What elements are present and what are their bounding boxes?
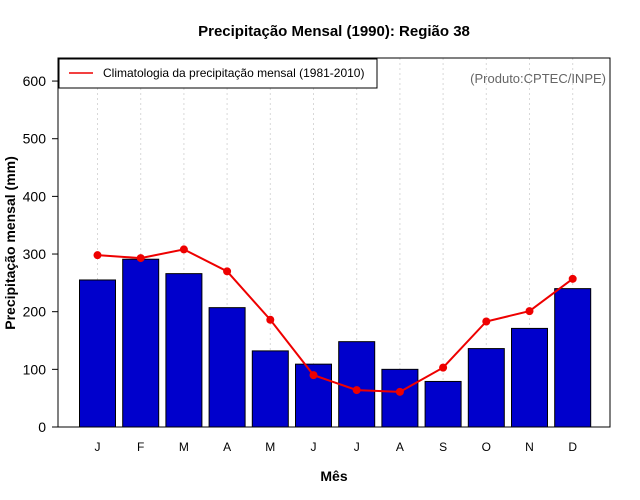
bar-1 xyxy=(79,279,116,428)
climatology-point-8 xyxy=(395,387,404,396)
climatology-point-11 xyxy=(525,307,534,316)
bar-5 xyxy=(251,350,289,428)
y-tick-label: 400 xyxy=(23,188,47,204)
climatology-point-9 xyxy=(439,363,448,372)
legend-entry-climatology: Climatologia da precipitação mensal (198… xyxy=(103,66,364,80)
x-tick-label: J xyxy=(354,440,360,454)
x-tick-label: D xyxy=(568,440,577,454)
x-tick-label: S xyxy=(439,440,447,454)
bar-11 xyxy=(511,327,548,428)
legend: Climatologia da precipitação mensal (198… xyxy=(58,58,378,89)
climatology-line xyxy=(97,248,574,393)
bar-12 xyxy=(554,288,592,428)
climatology-point-2 xyxy=(136,254,145,263)
y-axis-label: Precipitação mensal (mm) xyxy=(2,156,18,330)
y-tick-label: 500 xyxy=(23,131,47,147)
source-credit: (Produto:CPTEC/INPE) xyxy=(470,71,606,86)
plot-frame xyxy=(57,57,611,428)
y-tick-label: 300 xyxy=(23,246,47,262)
x-axis-label: Mês xyxy=(320,468,347,484)
x-tick-label: M xyxy=(179,440,189,454)
x-tick-label: A xyxy=(396,440,404,454)
climatology-point-4 xyxy=(223,267,232,276)
y-axis: 0 100 200 300 400 500 600 xyxy=(23,73,58,435)
bar-9 xyxy=(424,380,462,428)
x-tick-label: N xyxy=(525,440,534,454)
x-tick-label: F xyxy=(137,440,144,454)
x-tick-label: M xyxy=(265,440,275,454)
climatology-point-6 xyxy=(309,371,318,380)
climatology-point-3 xyxy=(179,245,188,254)
x-tick-label: A xyxy=(223,440,231,454)
y-tick-label: 600 xyxy=(23,73,47,89)
bar-4 xyxy=(208,307,246,428)
bar-10 xyxy=(467,348,505,428)
bar-2 xyxy=(122,258,160,428)
climatology-point-7 xyxy=(352,386,361,395)
x-tick-label: O xyxy=(482,440,491,454)
bar-3 xyxy=(165,273,203,428)
y-tick-label: 100 xyxy=(23,361,47,377)
bar-series xyxy=(79,258,592,428)
climatology-point-10 xyxy=(482,317,491,326)
climatology-series xyxy=(93,245,577,396)
legend-box xyxy=(58,58,378,89)
climatology-point-5 xyxy=(266,315,275,324)
x-tick-label: J xyxy=(95,440,101,454)
chart-title: Precipitação Mensal (1990): Região 38 xyxy=(198,23,470,40)
grid-lines xyxy=(97,58,574,427)
climatology-point-1 xyxy=(93,251,102,260)
bar-7 xyxy=(338,341,376,428)
y-tick-label: 200 xyxy=(23,304,47,320)
y-tick-label: 0 xyxy=(38,419,46,435)
climatology-point-12 xyxy=(568,274,577,283)
x-tick-label: J xyxy=(311,440,317,454)
bar-8 xyxy=(381,368,419,428)
